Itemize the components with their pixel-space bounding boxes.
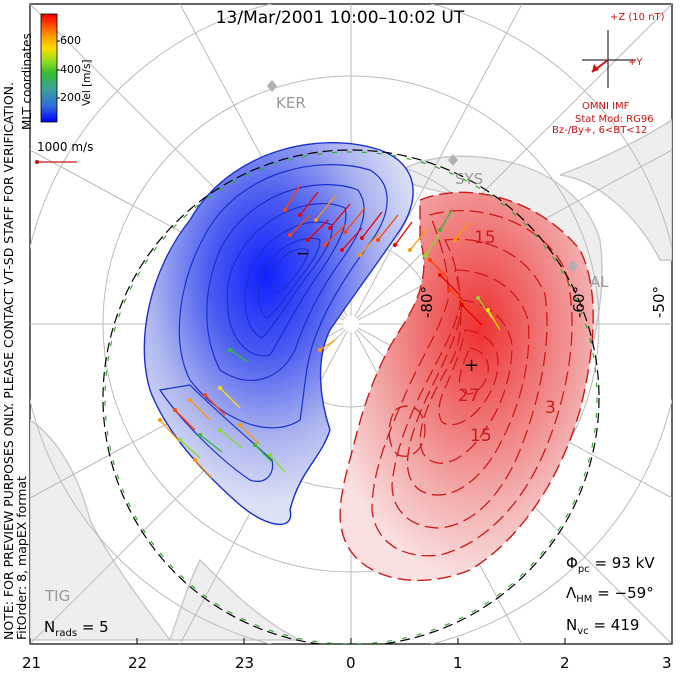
colorbar-label-600: 600	[60, 34, 81, 47]
station-markers	[267, 80, 578, 272]
mlt-tick-0: 0	[346, 654, 356, 672]
mlt-tick-23: 23	[235, 654, 255, 672]
imf-vector-head	[592, 64, 599, 72]
negative-contour-6	[270, 248, 309, 293]
contour-label-15-upper: 15	[474, 228, 496, 248]
station-label-sys: SYS	[455, 170, 484, 188]
phi-value: = 93 kV	[594, 554, 655, 572]
coordinate-system-label: MLT coordinates	[20, 33, 34, 130]
lambda-subscript: HM	[576, 594, 593, 605]
phi-symbol: Φ	[566, 554, 578, 572]
imf-y-label: +Y	[628, 57, 643, 68]
station-label-ker: KER	[276, 94, 306, 112]
nvc-subscript: vc	[577, 626, 589, 637]
magnetic-pole-marker	[343, 316, 359, 332]
station-label-al: AL	[590, 273, 609, 291]
potential-maximum-marker: +	[464, 355, 480, 376]
mlt-tick-22: 22	[128, 654, 148, 672]
potential-minimum-marker: −	[296, 244, 311, 264]
velocity-colorbar	[40, 13, 58, 123]
mlt-tick-3: 3	[662, 654, 672, 672]
latitude-label-60: -60°	[570, 286, 588, 318]
positive-contour-3	[406, 269, 530, 496]
hm-boundary-outer	[102, 149, 600, 644]
nvc-value: = 419	[593, 616, 640, 634]
station-marker-ker	[267, 80, 277, 92]
map-title: 13/Mar/2001 10:00–10:02 UT	[215, 8, 465, 28]
nrads-value: = 5	[81, 618, 109, 636]
contour-label-15-lower: 15	[470, 426, 492, 446]
cross-polar-potential: Φpc = 93 kV	[566, 554, 655, 575]
negative-contour-3	[226, 202, 347, 357]
velocity-vectors	[158, 184, 501, 479]
mlt-axis-ticks	[29, 638, 673, 644]
imf-model: Stat Mod: RG96	[575, 114, 654, 125]
negative-contour-7	[158, 384, 274, 482]
imf-clock	[582, 30, 636, 88]
imf-condition: Bz-/By+, 6<BT<12	[552, 125, 648, 136]
lambda-value: = −59°	[597, 584, 654, 602]
positive-cell-fill	[339, 191, 594, 582]
positive-contour-7	[388, 405, 426, 457]
phi-subscript: pc	[577, 564, 590, 575]
nrads-symbol: N	[44, 618, 56, 636]
positive-contour-2	[391, 238, 548, 529]
negative-contour-5	[257, 237, 321, 319]
colorbar-title: Vel [m/s]	[81, 59, 93, 106]
latitude-label-50: -50°	[650, 286, 668, 318]
station-marker-al	[568, 260, 578, 272]
vector-cluster-throat	[428, 258, 501, 331]
nrads-subscript: rads	[55, 628, 78, 639]
mlt-tick-21: 21	[22, 654, 42, 672]
station-label-tig: TIG	[45, 587, 71, 605]
contour-label-27: 27	[458, 386, 480, 406]
negative-cell-fill	[143, 141, 414, 526]
reference-vector-label: 1000 m/s	[37, 140, 94, 154]
mlt-tick-2: 2	[560, 654, 570, 672]
latitude-label-80: -80°	[418, 286, 436, 318]
landmass-east	[559, 119, 672, 261]
mlt-tick-1: 1	[453, 654, 463, 672]
positive-potential-cell	[339, 191, 594, 582]
negative-potential-cell	[143, 141, 414, 526]
station-marker-sys	[448, 154, 458, 166]
imf-source: OMNI IMF	[582, 101, 630, 112]
radar-count: Nrads = 5	[44, 618, 109, 639]
hm-boundary-latitude: ΛHM = −59°	[566, 584, 654, 605]
positive-contour-1	[371, 210, 573, 557]
vector-cluster-dayside	[283, 184, 471, 258]
vector-cluster-nightside	[158, 339, 336, 479]
contour-label-3: 3	[545, 398, 556, 418]
colorbar-label-400: 400	[60, 63, 81, 76]
vector-count: Nvc = 419	[566, 616, 639, 637]
hm-boundary-inner	[104, 151, 598, 644]
positive-contour-6	[458, 347, 489, 395]
negative-contour-2	[206, 184, 365, 381]
preview-note: NOTE: FOR PREVIEW PURPOSES ONLY. PLEASE …	[1, 82, 29, 640]
positive-contour-5	[438, 329, 499, 426]
reference-vector-origin	[35, 160, 39, 164]
negative-contour-1	[178, 164, 388, 429]
lambda-symbol: Λ	[566, 584, 577, 602]
positive-contour-4	[419, 299, 513, 464]
nvc-symbol: N	[566, 616, 578, 634]
landmass-southwest	[30, 419, 172, 641]
imf-z-label: +Z (10 nT)	[610, 12, 665, 23]
landmass-south	[169, 558, 301, 641]
fit-order-note: FitOrder: 8, mapEX format	[14, 476, 29, 640]
colorbar-label-200: 200	[60, 91, 81, 104]
